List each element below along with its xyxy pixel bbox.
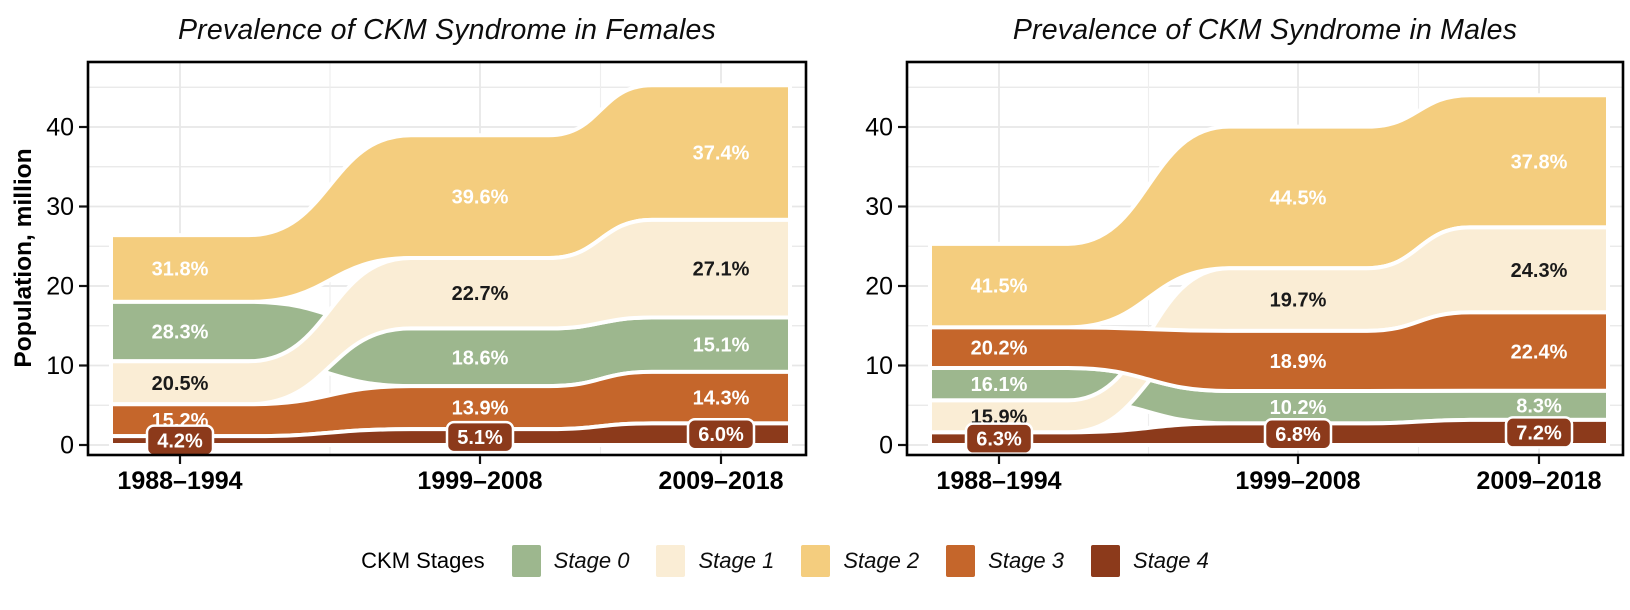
percent-label: 27.1% bbox=[693, 259, 750, 281]
x-tick-label: 1988–1994 bbox=[936, 467, 1061, 495]
percent-label: 16.1% bbox=[971, 374, 1028, 396]
percent-label: 24.3% bbox=[1511, 260, 1568, 282]
legend-label-2: Stage 2 bbox=[843, 548, 920, 573]
y-tick-label: 40 bbox=[865, 114, 893, 142]
legend-swatch-2 bbox=[801, 545, 831, 577]
percent-label: 39.6% bbox=[452, 187, 509, 209]
percent-label: 37.8% bbox=[1511, 151, 1568, 173]
females-alluvial-plot: 28.3% 18.6% 15.1% 20.5% 22.7% 27.1% 31.8% 39.6%… bbox=[46, 60, 808, 496]
legend-items: Stage 0 Stage 1 Stage 2 Stage 3 Stage 4 bbox=[511, 545, 1209, 577]
y-tick-label: 10 bbox=[865, 352, 893, 380]
percent-label: 18.6% bbox=[452, 347, 509, 369]
percent-label: 41.5% bbox=[971, 276, 1028, 298]
stage4-label-box bbox=[1504, 416, 1574, 449]
percent-label: 5.1% bbox=[457, 427, 503, 449]
x-tick-label: 2009–2018 bbox=[1476, 467, 1601, 495]
percent-label: 13.9% bbox=[452, 398, 509, 420]
percent-label: 19.7% bbox=[1270, 290, 1327, 312]
percent-label: 44.5% bbox=[1270, 187, 1327, 209]
y-tick-label: 30 bbox=[865, 193, 893, 221]
percent-label: 15.1% bbox=[693, 335, 750, 357]
legend-item-stage-4: Stage 4 bbox=[1091, 545, 1209, 577]
males-alluvial-plot: 16.1%10.2% 8.3%15.9%19.7%24.3%41.5%44.5%3… bbox=[865, 60, 1625, 496]
chart-title-males: Prevalence of CKM Syndrome in Males bbox=[1012, 14, 1518, 46]
legend-item-stage-0: Stage 0 bbox=[511, 545, 630, 577]
stage4-label-box bbox=[445, 420, 515, 454]
legend-swatch-3 bbox=[946, 545, 976, 577]
panel-border bbox=[905, 60, 1625, 457]
percent-label: 14.3% bbox=[693, 388, 750, 410]
stage4-label-box bbox=[686, 417, 756, 451]
panel-border bbox=[86, 60, 808, 457]
y-tick-label: 10 bbox=[46, 352, 74, 380]
percent-label: 20.5% bbox=[152, 373, 209, 395]
percent-label: 31.8% bbox=[152, 258, 209, 280]
alluvial-bands bbox=[109, 83, 792, 448]
percent-label: 28.3% bbox=[152, 322, 209, 344]
band-stage-1 bbox=[109, 217, 792, 407]
band-stage-2 bbox=[928, 93, 1610, 330]
legend-label-0: Stage 0 bbox=[553, 548, 630, 573]
axes: 0 10 20 30 40 1988–1994 1999–2008 2009–2018 bbox=[865, 114, 1601, 496]
stage4-label-box bbox=[1263, 417, 1333, 451]
axes: 0 10 20 30 40 1988–1994 1999–2008 2009–2018 bbox=[46, 114, 783, 496]
legend-swatch-1 bbox=[656, 545, 686, 577]
x-tick-label: 1999–2008 bbox=[417, 467, 542, 495]
y-tick-label: 20 bbox=[865, 273, 893, 301]
percent-label: 37.4% bbox=[693, 143, 750, 165]
y-tick-label: 20 bbox=[46, 273, 74, 301]
percent-label: 20.2% bbox=[971, 338, 1028, 360]
x-tick-label: 1999–2008 bbox=[1235, 467, 1360, 495]
legend-label-4: Stage 4 bbox=[1133, 548, 1209, 573]
percent-label: 7.2% bbox=[1516, 422, 1562, 444]
percent-label: 8.3% bbox=[1516, 395, 1562, 417]
percent-label: 6.0% bbox=[698, 424, 744, 446]
percent-label: 18.9% bbox=[1270, 351, 1327, 373]
legend-item-stage-2: Stage 2 bbox=[801, 545, 919, 577]
percent-labels: 16.1%10.2% 8.3%15.9%19.7%24.3%41.5%44.5%3… bbox=[964, 151, 1574, 455]
percent-label: 22.7% bbox=[452, 283, 509, 305]
percent-label: 6.3% bbox=[976, 429, 1022, 451]
y-tick-label: 30 bbox=[46, 193, 74, 221]
legend-item-stage-3: Stage 3 bbox=[946, 545, 1064, 577]
percent-label: 6.8% bbox=[1275, 424, 1321, 446]
percent-label: 22.4% bbox=[1511, 342, 1568, 364]
band-stage-2 bbox=[109, 83, 792, 304]
legend-swatch-0 bbox=[511, 545, 541, 577]
legend-label-1: Stage 1 bbox=[698, 548, 775, 573]
percent-label: 10.2% bbox=[1270, 397, 1327, 419]
percent-label: 4.2% bbox=[157, 431, 203, 453]
y-tick-label: 0 bbox=[60, 432, 74, 460]
alluvial-bands bbox=[928, 93, 1610, 448]
x-tick-label: 1988–1994 bbox=[117, 467, 242, 495]
y-tick-label: 40 bbox=[46, 114, 74, 142]
x-tick-label: 2009–2018 bbox=[658, 467, 783, 495]
chart-title-females: Prevalence of CKM Syndrome in Females bbox=[177, 14, 717, 46]
legend-item-stage-1: Stage 1 bbox=[656, 545, 774, 577]
legend-title: CKM Stages bbox=[361, 548, 485, 573]
y-tick-label: 0 bbox=[879, 432, 893, 460]
band-stage-3 bbox=[928, 310, 1610, 393]
legend-swatch-4 bbox=[1091, 545, 1121, 577]
legend-label-3: Stage 3 bbox=[988, 548, 1065, 573]
stage4-label-box bbox=[964, 422, 1034, 455]
percent-labels: 28.3% 18.6% 15.1% 20.5% 22.7% 27.1% 31.8% 39.6%… bbox=[145, 143, 756, 457]
